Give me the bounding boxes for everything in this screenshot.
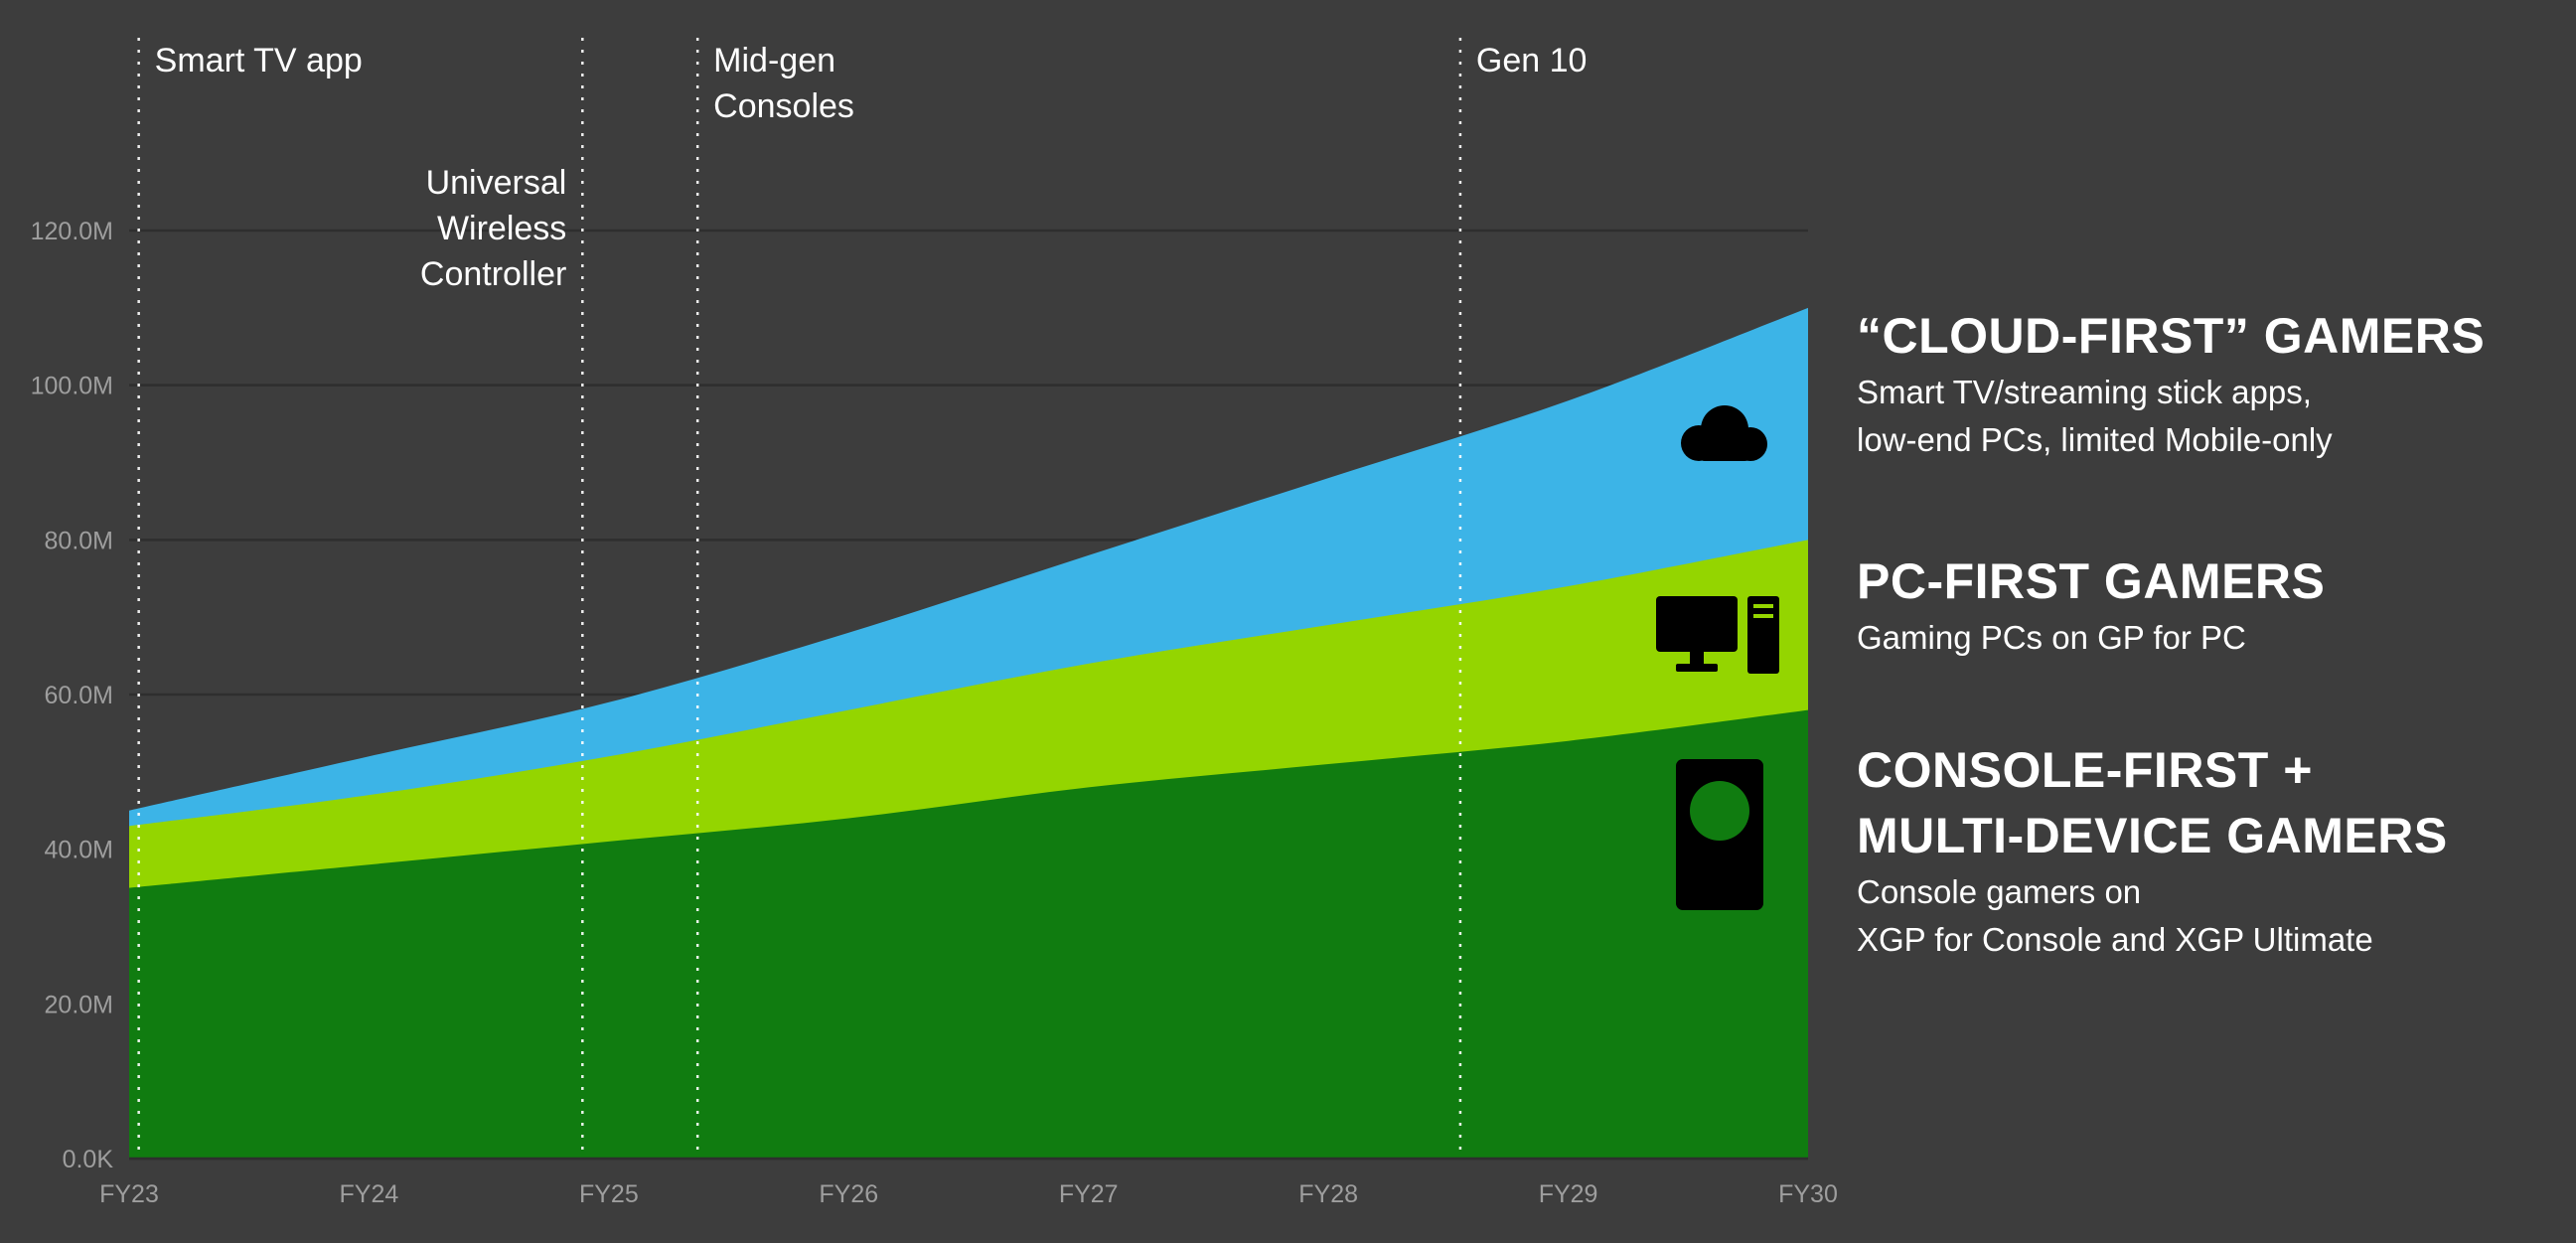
y-axis-tick-label: 80.0M — [45, 527, 113, 554]
x-axis-tick-label: FY27 — [1059, 1180, 1119, 1208]
cloud-icon — [1672, 399, 1773, 472]
console-icon — [1676, 759, 1763, 915]
annotation-label-mid-gen-consoles: Consoles — [713, 87, 854, 125]
legend-title-console-first-line2: MULTI-DEVICE GAMERS — [1857, 808, 2448, 863]
annotation-label-universal-wireless-controller: Controller — [420, 255, 566, 293]
annotation-label-mid-gen-consoles: Mid-gen — [713, 42, 835, 79]
y-axis-tick-label: 120.0M — [31, 218, 113, 245]
annotation-label-smart-tv-app: Smart TV app — [155, 42, 363, 79]
x-axis-tick-label: FY24 — [340, 1180, 399, 1208]
annotation-label-gen-10: Gen 10 — [1476, 42, 1588, 79]
legend-title-cloud-first: “CLOUD-FIRST” GAMERS — [1857, 308, 2486, 364]
y-axis-tick-label: 20.0M — [45, 991, 113, 1018]
area-console_green — [129, 709, 1808, 1159]
legend-item-cloud-first: “CLOUD-FIRST” GAMERS Smart TV/streaming … — [1857, 303, 2552, 464]
legend-item-console-first: CONSOLE-FIRST + MULTI-DEVICE GAMERS Cons… — [1857, 737, 2552, 964]
legend-title-pc-first: PC-FIRST GAMERS — [1857, 553, 2326, 609]
y-axis-tick-label: 40.0M — [45, 837, 113, 864]
legend: “CLOUD-FIRST” GAMERS Smart TV/streaming … — [1857, 303, 2552, 964]
x-axis-tick-label: FY29 — [1539, 1180, 1598, 1208]
x-axis-tick-label: FY30 — [1778, 1180, 1838, 1208]
y-axis-tick-label: 60.0M — [45, 682, 113, 709]
legend-desc-line: Gaming PCs on GP for PC — [1857, 619, 2246, 656]
y-axis-tick-label: 0.0K — [63, 1146, 114, 1173]
x-axis-tick-label: FY23 — [99, 1180, 159, 1208]
legend-item-pc-first: PC-FIRST GAMERS Gaming PCs on GP for PC — [1857, 548, 2552, 662]
x-axis-tick-label: FY25 — [579, 1180, 639, 1208]
legend-desc-line: Console gamers on — [1857, 873, 2142, 910]
legend-desc-line: Smart TV/streaming stick apps, — [1857, 374, 2312, 410]
x-axis-tick-label: FY26 — [819, 1180, 878, 1208]
pc-icon — [1656, 596, 1779, 685]
annotation-label-universal-wireless-controller: Universal — [426, 164, 567, 202]
legend-desc-line: XGP for Console and XGP Ultimate — [1857, 921, 2373, 958]
y-axis-tick-label: 100.0M — [31, 373, 113, 400]
x-axis-tick-label: FY28 — [1298, 1180, 1358, 1208]
annotation-label-universal-wireless-controller: Wireless — [437, 210, 566, 247]
legend-desc-line: low-end PCs, limited Mobile-only — [1857, 421, 2333, 458]
legend-title-console-first: CONSOLE-FIRST + — [1857, 742, 2313, 798]
